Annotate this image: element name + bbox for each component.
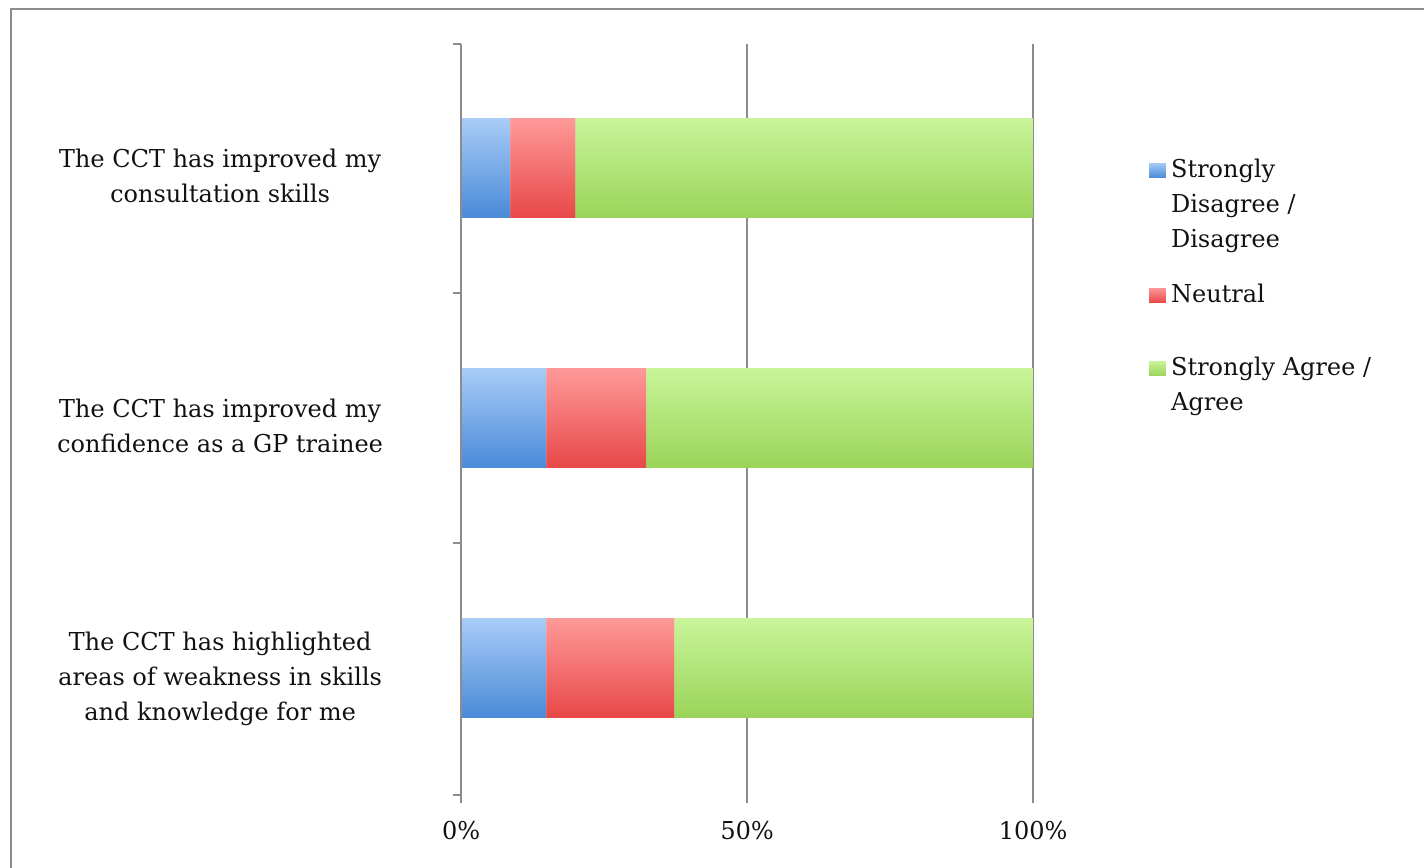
category-label-line: confidence as a GP trainee xyxy=(57,430,383,458)
legend-label-line: Disagree xyxy=(1171,225,1280,253)
category-label: The CCT has highlighted areas of weakness… xyxy=(10,625,430,730)
legend-item: Strongly Disagree / Disagree xyxy=(1147,152,1417,257)
x-tick-label: 0% xyxy=(441,817,481,845)
legend-item: Neutral xyxy=(1147,277,1417,312)
bar-segment-1-strongly-disagree-disagree xyxy=(461,118,511,218)
category-label-line: and knowledge for me xyxy=(84,697,356,726)
category-label-line: consultation skills xyxy=(110,180,330,208)
legend-swatch xyxy=(1149,361,1166,376)
legend-label-line: Disagree / xyxy=(1171,190,1296,218)
bar-segment-2-strongly-disagree-disagree xyxy=(461,368,547,468)
legend-label-line: Strongly xyxy=(1171,155,1276,183)
bar-segment-1-strongly-agree-agree xyxy=(575,118,1033,218)
bar-segment-2-neutral xyxy=(546,368,647,468)
legend-item: Strongly Agree / Agree xyxy=(1147,350,1417,420)
bar-segment-3-strongly-agree-agree xyxy=(674,618,1033,718)
category-label-line: The CCT has highlighted xyxy=(68,627,372,656)
x-tick-label: 100% xyxy=(998,817,1068,845)
legend-label-line: Strongly Agree / xyxy=(1171,353,1371,381)
category-label-line: areas of weakness in skills xyxy=(58,662,382,691)
category-label-line: The CCT has improved my xyxy=(58,395,382,423)
bar-segment-3-neutral xyxy=(546,618,675,718)
bar-segment-2-strongly-agree-agree xyxy=(646,368,1033,468)
legend-label-line: Neutral xyxy=(1171,280,1265,308)
bar-segment-3-strongly-disagree-disagree xyxy=(461,618,547,718)
category-label-line: The CCT has improved my xyxy=(58,145,382,173)
x-tick-label: 50% xyxy=(720,817,774,845)
legend: Strongly Disagree / Disagree Neutral Strongl… xyxy=(1147,152,1417,420)
legend-swatch xyxy=(1149,163,1166,178)
legend-swatch xyxy=(1149,288,1166,303)
legend-label-line: Agree xyxy=(1171,388,1244,416)
category-label: The CCT has improved my consultation skil… xyxy=(10,142,430,212)
category-label: The CCT has improved my confidence as a G… xyxy=(10,392,430,462)
bar-segment-1-neutral xyxy=(510,118,576,218)
